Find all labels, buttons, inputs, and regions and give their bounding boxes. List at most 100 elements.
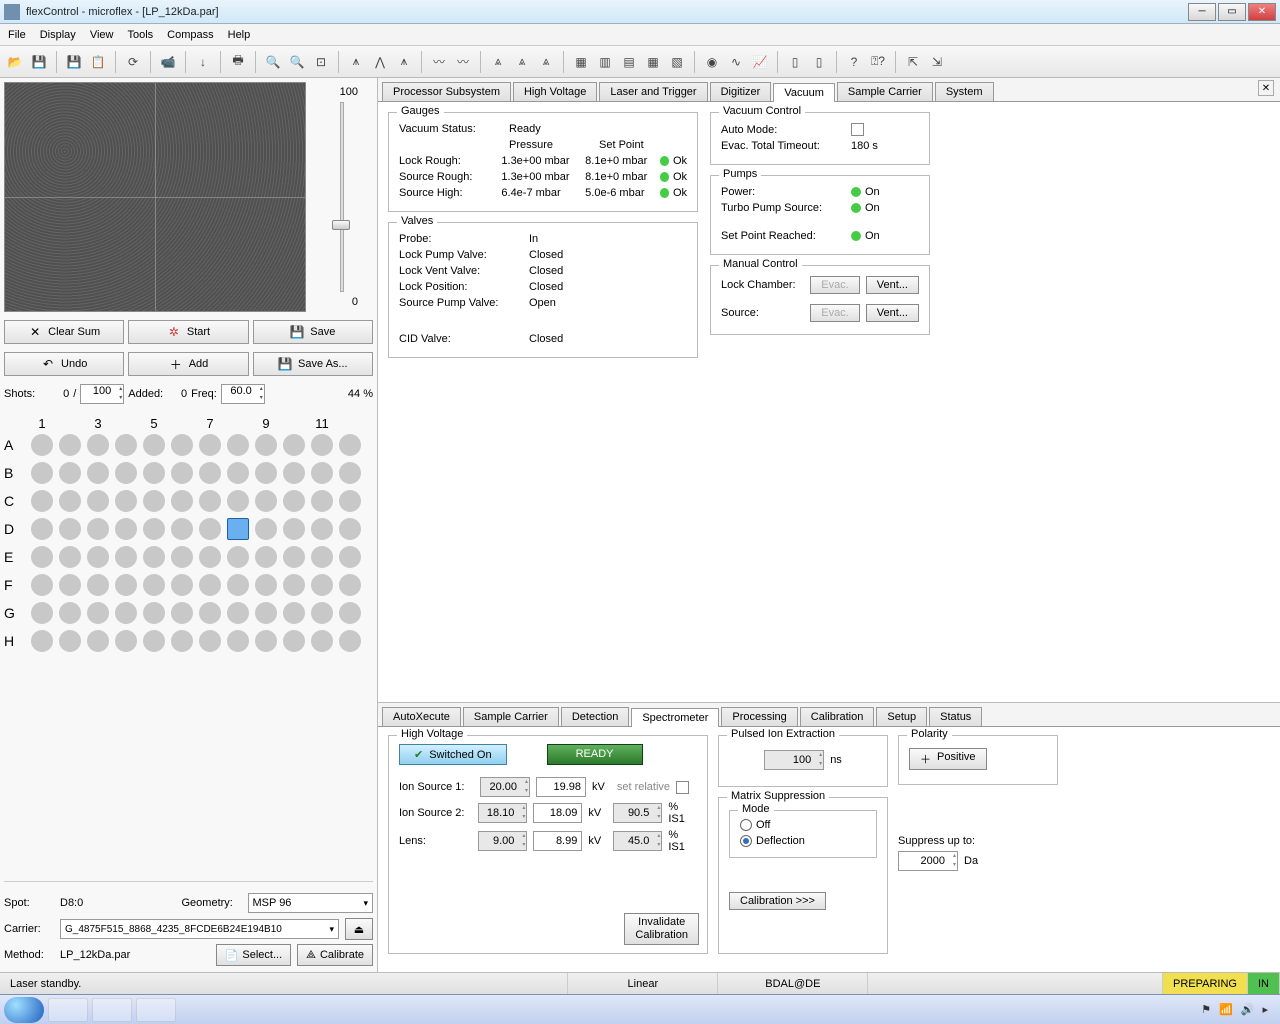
network-icon[interactable]: 📶 bbox=[1219, 1003, 1233, 1016]
well[interactable] bbox=[339, 602, 361, 624]
is2-set-input[interactable]: 18.10 bbox=[478, 803, 527, 823]
geometry-dropdown[interactable]: MSP 96 bbox=[248, 893, 374, 913]
well[interactable] bbox=[255, 546, 277, 568]
well[interactable] bbox=[199, 434, 221, 456]
well[interactable] bbox=[283, 434, 305, 456]
lens-pct-input[interactable]: 45.0 bbox=[613, 831, 662, 851]
tab-setup[interactable]: Setup bbox=[876, 707, 927, 726]
well[interactable] bbox=[115, 462, 137, 484]
well[interactable] bbox=[199, 602, 221, 624]
close-panel-icon[interactable]: ✕ bbox=[1258, 80, 1274, 96]
menu-file[interactable]: File bbox=[8, 29, 26, 41]
well[interactable] bbox=[339, 574, 361, 596]
well[interactable] bbox=[227, 518, 249, 540]
well[interactable] bbox=[199, 574, 221, 596]
well[interactable] bbox=[87, 630, 109, 652]
undo-button[interactable]: ↶Undo bbox=[4, 352, 124, 376]
well[interactable] bbox=[255, 574, 277, 596]
grid5-icon[interactable]: ▧ bbox=[666, 51, 688, 73]
sound-icon[interactable]: 🔊 bbox=[1241, 1003, 1255, 1016]
tab-sample-carrier[interactable]: Sample Carrier bbox=[837, 82, 933, 101]
well[interactable] bbox=[255, 602, 277, 624]
well[interactable] bbox=[255, 434, 277, 456]
zoom-fit-icon[interactable]: ⊡ bbox=[310, 51, 332, 73]
well[interactable] bbox=[339, 630, 361, 652]
import-icon[interactable]: ⇲ bbox=[926, 51, 948, 73]
well[interactable] bbox=[339, 434, 361, 456]
source-vent-button[interactable]: Vent... bbox=[866, 304, 919, 322]
well[interactable] bbox=[171, 490, 193, 512]
well[interactable] bbox=[227, 462, 249, 484]
well[interactable] bbox=[311, 630, 333, 652]
well[interactable] bbox=[115, 434, 137, 456]
well[interactable] bbox=[143, 518, 165, 540]
menu-tools[interactable]: Tools bbox=[127, 29, 153, 41]
well[interactable] bbox=[199, 518, 221, 540]
camera-view[interactable] bbox=[4, 82, 306, 312]
a2-icon[interactable]: ⩓ bbox=[511, 51, 533, 73]
tab-laser-and-trigger[interactable]: Laser and Trigger bbox=[599, 82, 707, 101]
well[interactable] bbox=[143, 434, 165, 456]
down-icon[interactable]: ↓ bbox=[192, 51, 214, 73]
slider-thumb[interactable] bbox=[332, 220, 350, 230]
well[interactable] bbox=[87, 574, 109, 596]
task-item[interactable] bbox=[136, 998, 176, 1022]
target-icon[interactable]: ◉ bbox=[701, 51, 723, 73]
intensity-slider[interactable] bbox=[340, 102, 344, 292]
is1-set-input[interactable]: 20.00 bbox=[480, 777, 530, 797]
well[interactable] bbox=[87, 490, 109, 512]
well[interactable] bbox=[59, 546, 81, 568]
open-icon[interactable]: 📂 bbox=[4, 51, 26, 73]
well[interactable] bbox=[115, 630, 137, 652]
well[interactable] bbox=[311, 462, 333, 484]
panel2-icon[interactable]: ▯ bbox=[808, 51, 830, 73]
well[interactable] bbox=[311, 518, 333, 540]
well[interactable] bbox=[171, 434, 193, 456]
well[interactable] bbox=[31, 462, 53, 484]
well[interactable] bbox=[59, 434, 81, 456]
polarity-button[interactable]: ＋Positive bbox=[909, 748, 987, 770]
well[interactable] bbox=[227, 546, 249, 568]
well[interactable] bbox=[227, 574, 249, 596]
suppress-input[interactable]: 2000 bbox=[898, 851, 958, 871]
well[interactable] bbox=[59, 462, 81, 484]
well[interactable] bbox=[115, 546, 137, 568]
well[interactable] bbox=[143, 602, 165, 624]
well[interactable] bbox=[143, 490, 165, 512]
set-relative-checkbox[interactable] bbox=[676, 781, 689, 794]
freq-input[interactable]: 60.0 bbox=[221, 384, 265, 404]
well[interactable] bbox=[171, 574, 193, 596]
start-button[interactable]: ✲Start bbox=[128, 320, 248, 344]
tab-spectrometer[interactable]: Spectrometer bbox=[631, 708, 719, 727]
well[interactable] bbox=[87, 434, 109, 456]
calibration-button[interactable]: Calibration >>> bbox=[729, 892, 826, 910]
well[interactable] bbox=[311, 574, 333, 596]
peak1-icon[interactable]: ⩚ bbox=[345, 51, 367, 73]
clear-sum-button[interactable]: ✕Clear Sum bbox=[4, 320, 124, 344]
well[interactable] bbox=[255, 518, 277, 540]
tab-detection[interactable]: Detection bbox=[561, 707, 629, 726]
well[interactable] bbox=[31, 574, 53, 596]
well[interactable] bbox=[283, 602, 305, 624]
menu-compass[interactable]: Compass bbox=[167, 29, 213, 41]
well[interactable] bbox=[227, 490, 249, 512]
is2-pct-input[interactable]: 90.5 bbox=[613, 803, 662, 823]
menu-help[interactable]: Help bbox=[228, 29, 251, 41]
chart-icon[interactable]: 📈 bbox=[749, 51, 771, 73]
tray-icon[interactable]: ▸ bbox=[1262, 1003, 1268, 1016]
well[interactable] bbox=[31, 602, 53, 624]
well[interactable] bbox=[171, 546, 193, 568]
export-icon[interactable]: ⇱ bbox=[902, 51, 924, 73]
well[interactable] bbox=[115, 602, 137, 624]
tab-autoxecute[interactable]: AutoXecute bbox=[382, 707, 461, 726]
well[interactable] bbox=[199, 490, 221, 512]
well[interactable] bbox=[311, 546, 333, 568]
peak2-icon[interactable]: ⋀ bbox=[369, 51, 391, 73]
well[interactable] bbox=[283, 546, 305, 568]
well[interactable] bbox=[115, 490, 137, 512]
a1-icon[interactable]: ⩓ bbox=[487, 51, 509, 73]
print-icon[interactable]: 🖶 bbox=[227, 51, 249, 73]
well[interactable] bbox=[59, 574, 81, 596]
well[interactable] bbox=[339, 546, 361, 568]
eject-button[interactable]: ⏏ bbox=[345, 918, 373, 940]
